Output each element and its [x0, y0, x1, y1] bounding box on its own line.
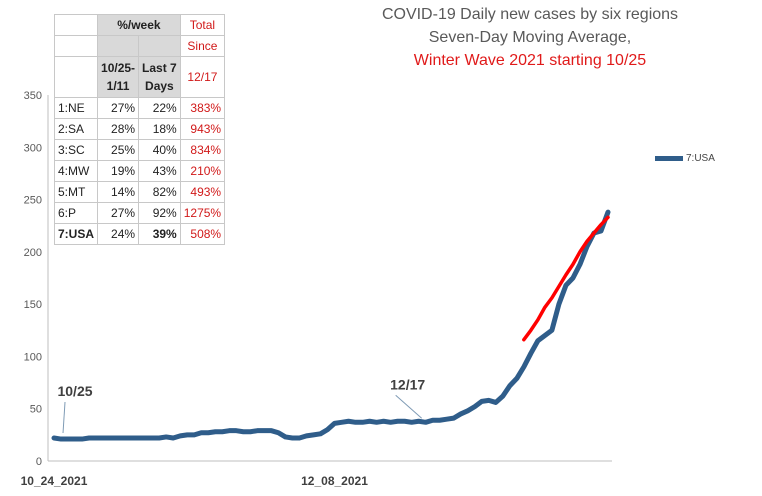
total-cell: 383%	[179, 97, 226, 119]
table-row: 7:USA 24% 39% 508%	[53, 223, 226, 245]
total-cell: 1275%	[179, 202, 226, 224]
legend-swatch-usa	[655, 155, 683, 161]
col-header-total-2: Since	[179, 35, 226, 57]
pct-range-cell: 19%	[97, 160, 140, 182]
series-line-trend	[522, 215, 610, 342]
annotation-label: 10/25	[57, 383, 92, 399]
x-tick-label: 10_24_2021	[21, 474, 88, 488]
col-header-range: 10/25- 1/11	[97, 56, 140, 98]
pct-last7-cell: 39%	[138, 223, 181, 245]
pct-last7-cell: 82%	[138, 181, 181, 203]
table-row: 6:P 27% 92% 1275%	[53, 202, 226, 224]
total-cell: 493%	[179, 181, 226, 203]
region-cell: 6:P	[53, 202, 99, 224]
table-corner-2	[53, 35, 99, 57]
chart-legend: 7:USA	[655, 153, 715, 164]
pct-last7-cell: 18%	[138, 118, 181, 140]
pct-last7-cell: 22%	[138, 97, 181, 119]
y-tick-label: 0	[36, 456, 42, 468]
y-tick-label: 250	[24, 195, 42, 207]
y-tick-label: 200	[24, 247, 42, 259]
region-cell: 4:MW	[53, 160, 99, 182]
chart-title-line-2: Seven-Day Moving Average,	[428, 29, 632, 46]
x-tick-label: 12_08_2021	[301, 474, 368, 488]
annotation-leader	[62, 401, 66, 434]
region-cell: 5:MT	[53, 181, 99, 203]
region-cell: 3:SC	[53, 139, 99, 161]
pct-last7-cell: 43%	[138, 160, 181, 182]
y-tick-label: 50	[30, 404, 42, 416]
pct-range-cell: 27%	[97, 97, 140, 119]
pct-range-cell: 25%	[97, 139, 140, 161]
pct-range-cell: 14%	[97, 181, 140, 203]
col-header-last-7-days: Last 7 Days	[138, 56, 181, 98]
table-corner	[53, 14, 99, 36]
annotation-label: 12/17	[390, 376, 425, 392]
chart-title-line-1: COVID-19 Daily new cases by six regions	[381, 6, 679, 23]
legend-label-usa: 7:USA	[686, 153, 715, 164]
pct-range-cell: 28%	[97, 118, 140, 140]
y-tick-label: 300	[24, 142, 42, 154]
region-cell: 7:USA	[53, 223, 99, 245]
region-stats-table: %/week Total Since 10/25- 1/11 Last 7 Da…	[53, 14, 226, 245]
table-row: 3:SC 25% 40% 834%	[53, 139, 226, 161]
col-header-spacer-b	[138, 35, 181, 57]
pct-last7-cell: 40%	[138, 139, 181, 161]
col-header-per-week: %/week	[97, 14, 181, 36]
col-header-total-3: 12/17	[179, 56, 226, 98]
region-cell: 2:SA	[53, 118, 99, 140]
pct-range-cell: 27%	[97, 202, 140, 224]
total-cell: 834%	[179, 139, 226, 161]
total-cell: 508%	[179, 223, 226, 245]
table-row: 2:SA 28% 18% 943%	[53, 118, 226, 140]
y-tick-label: 350	[24, 90, 42, 102]
region-cell: 1:NE	[53, 97, 99, 119]
col-header-spacer-a	[97, 35, 140, 57]
annotation-leader	[395, 394, 423, 419]
series-line-usa	[51, 209, 611, 442]
y-tick-label: 100	[24, 351, 42, 363]
table-row: 1:NE 27% 22% 383%	[53, 97, 226, 119]
pct-last7-cell: 92%	[138, 202, 181, 224]
y-tick-label: 150	[24, 299, 42, 311]
chart-title-line-3: Winter Wave 2021 starting 10/25	[413, 52, 647, 69]
pct-range-cell: 24%	[97, 223, 140, 245]
total-cell: 210%	[179, 160, 226, 182]
col-header-total-1: Total	[179, 14, 226, 36]
total-cell: 943%	[179, 118, 226, 140]
table-row: 5:MT 14% 82% 493%	[53, 181, 226, 203]
table-row: 4:MW 19% 43% 210%	[53, 160, 226, 182]
table-corner-3	[53, 56, 99, 98]
